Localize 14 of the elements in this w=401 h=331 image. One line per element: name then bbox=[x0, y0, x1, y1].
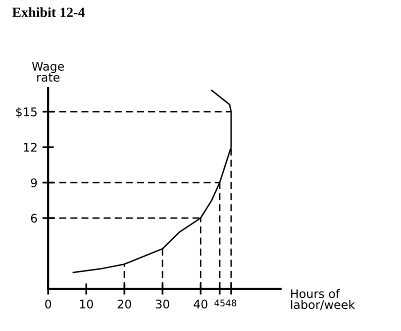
y-tick-label: $15 bbox=[16, 107, 37, 118]
x-tick-label: 40 bbox=[194, 300, 208, 309]
chart-title: Exhibit 12-4 bbox=[12, 7, 85, 18]
x-tick-label: 30 bbox=[156, 300, 170, 309]
x-tick-label: 0 bbox=[45, 300, 52, 309]
y-tick-label: 9 bbox=[30, 178, 37, 188]
x-tick-label: 20 bbox=[118, 300, 132, 309]
y-axis-title: Wage rate bbox=[32, 62, 64, 82]
y-tick-label: 6 bbox=[31, 214, 37, 223]
x-tick-label: 45 bbox=[214, 300, 225, 306]
x-axis-title: Hours of labor/week bbox=[291, 288, 356, 310]
x-tick-label: 48 bbox=[226, 300, 236, 306]
y-tick-label: 12 bbox=[24, 142, 37, 152]
x-tick-label: 10 bbox=[80, 300, 93, 309]
